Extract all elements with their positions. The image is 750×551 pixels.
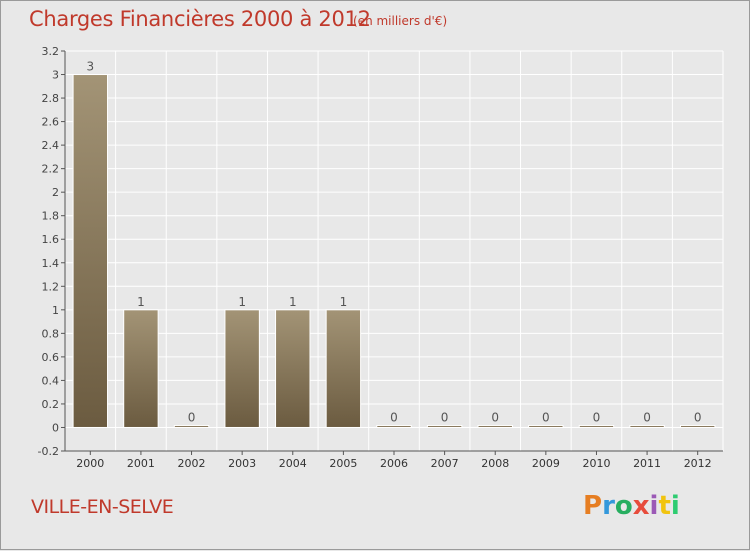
- logo-letter: r: [602, 491, 615, 521]
- x-tick-label: 2008: [481, 457, 509, 470]
- bar-2008: [477, 424, 513, 428]
- x-tick-label: 2001: [127, 457, 155, 470]
- data-label: 0: [542, 410, 550, 424]
- bar-2003: [224, 309, 260, 428]
- bar-2004: [275, 309, 311, 428]
- logo-letter: P: [583, 491, 603, 521]
- y-tick-label: 1.2: [42, 280, 60, 293]
- x-tick-label: 2003: [228, 457, 256, 470]
- y-tick-label: -0.2: [38, 445, 59, 458]
- data-label: 1: [137, 295, 145, 309]
- bar-2012: [679, 424, 716, 428]
- data-label: 0: [643, 410, 651, 424]
- bar-2000: [72, 74, 109, 428]
- data-label: 0: [390, 410, 398, 424]
- x-tick-label: 2005: [329, 457, 357, 470]
- bar-2009: [528, 424, 564, 428]
- y-tick-label: 0.2: [42, 398, 60, 411]
- x-tick-label: 2004: [279, 457, 307, 470]
- y-tick-label: 1: [52, 304, 59, 317]
- chart-subtitle: (en milliers d'€): [353, 14, 448, 28]
- y-tick-label: 0.8: [42, 327, 60, 340]
- bar-2011: [629, 424, 665, 428]
- logo-letter: x: [632, 491, 650, 521]
- y-tick-label: 3.2: [42, 45, 60, 58]
- logo-letter: o: [614, 491, 633, 521]
- logo-letter: t: [658, 491, 671, 521]
- grid-lines: [64, 50, 724, 452]
- y-tick-label: 2.4: [42, 139, 60, 152]
- y-tick-label: 1.8: [42, 210, 60, 223]
- y-tick-label: 0.6: [42, 351, 60, 364]
- data-label: 1: [238, 295, 246, 309]
- y-tick-label: 2: [52, 186, 59, 199]
- x-tick-label: 2009: [532, 457, 560, 470]
- chart-title: Charges Financières 2000 à 2012: [29, 7, 371, 31]
- y-tick-label: 0.4: [42, 374, 60, 387]
- data-label: 3: [86, 60, 94, 74]
- y-tick-label: 1.4: [42, 257, 60, 270]
- x-tick-label: 2000: [76, 457, 104, 470]
- x-tick-label: 2011: [633, 457, 661, 470]
- commune-name: VILLE-EN-SELVE: [31, 496, 174, 518]
- data-label: 0: [593, 410, 601, 424]
- y-tick-label: 2.8: [42, 92, 60, 105]
- y-tick-label: 3: [52, 69, 59, 82]
- bar-2010: [578, 424, 615, 428]
- y-tick-label: 1.6: [42, 233, 60, 246]
- axes: [61, 50, 723, 455]
- bar-2007: [426, 424, 463, 428]
- x-tick-label: 2002: [178, 457, 206, 470]
- plot-background: [65, 51, 723, 451]
- logo-letter: i: [649, 491, 659, 521]
- bar-2006: [376, 424, 412, 428]
- labels: -0.2 0 0.2 0.4 0.6 0.8 1 1.2 1.4 1.6 1.8 2 2.2 2.4 2.6…: [38, 45, 712, 470]
- proxiti-logo[interactable]: Proxiti: [583, 491, 680, 521]
- data-label: 0: [491, 410, 499, 424]
- data-label: 0: [441, 410, 449, 424]
- x-tick-label: 2007: [431, 457, 459, 470]
- bar-2002: [173, 424, 210, 428]
- data-label: 0: [188, 410, 196, 424]
- x-tick-label: 2006: [380, 457, 408, 470]
- data-label: 1: [340, 295, 348, 309]
- data-label: 0: [694, 410, 702, 424]
- bars: [72, 74, 716, 428]
- data-label: 1: [289, 295, 297, 309]
- y-tick-label: 2.6: [42, 116, 60, 129]
- logo-letter: i: [670, 491, 680, 521]
- y-tick-label: 2.2: [42, 163, 60, 176]
- x-tick-label: 2012: [684, 457, 712, 470]
- x-tick-label: 2010: [582, 457, 610, 470]
- y-tick-label: 0: [52, 421, 59, 434]
- bar-2001: [123, 309, 159, 428]
- bar-2005: [325, 309, 362, 428]
